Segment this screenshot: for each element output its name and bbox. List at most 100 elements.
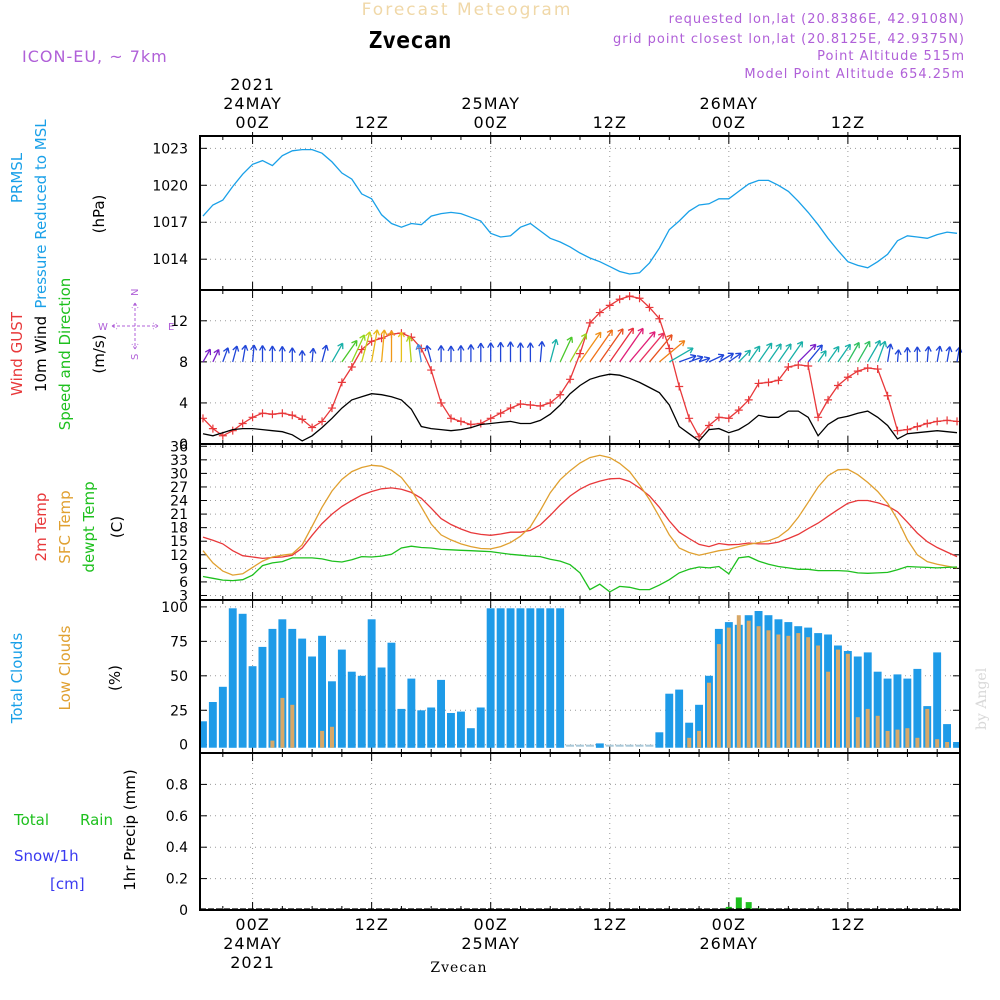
low-cloud-bar [746,620,751,748]
gust-marker [893,426,902,435]
ytick-label: 75 [170,634,188,650]
total-cloud-bar [586,744,594,747]
panel-label: SFC Temp [56,490,74,563]
gust-marker [476,419,485,428]
low-cloud-bar [875,715,880,748]
compass-e: E [168,322,174,333]
total-cloud-bar [447,713,455,748]
wind-arrow [258,345,267,362]
total-cloud-bar [546,608,555,748]
total-cloud-bar [278,619,287,748]
ytick-label: 6 [179,575,188,591]
gust-marker [665,344,674,353]
gust-marker [853,367,862,376]
low-cloud-bar [885,730,890,748]
info-model-altitude: Model Point Altitude 654.25m [744,67,965,82]
wind-arrow [748,345,761,363]
total-cloud-bar [328,681,336,748]
gust-marker [903,425,912,434]
wind-arrow [405,335,414,362]
total-cloud-bar [685,722,694,748]
gust-marker [645,303,654,312]
low-cloud-bar [855,717,860,748]
total-cloud-bar [308,656,316,748]
wind-arrow [212,348,220,363]
low-cloud-bar [270,740,275,748]
gust-marker [337,378,346,387]
gust-marker [526,400,535,409]
total-cloud-bar [228,608,237,748]
wind-arrow [738,349,752,363]
wind-arrow [415,343,423,363]
compass-w: W [98,322,108,333]
wind-arrow [497,341,505,362]
compass-lines [111,302,159,350]
compass-icon: W E N S [98,289,174,360]
total-cloud-bar [437,679,445,748]
low-cloud-bar [320,730,325,748]
total-cloud-bar [536,608,545,748]
gust-marker [486,414,495,423]
gust-marker [238,419,247,428]
ytick-label: 15 [170,534,188,550]
gust-marker [615,295,624,304]
gust-marker [724,414,733,423]
panel-clouds: 0 25 50 75 100 Total Clouds Low Clouds (%) [8,599,961,754]
gust-marker [327,404,336,413]
total-cloud-bar [933,652,942,748]
wind-arrow [668,347,694,363]
gust-marker [744,395,753,404]
total-cloud-bar [427,707,436,748]
panel-pressure: 1014 1017 1020 1023 PRMSL Pressure Reduced to… [8,119,961,309]
panel-label: Pressure Reduced to MSL [32,119,50,309]
precip-label-rain: Rain [80,811,113,829]
time-label-top: 00Z [474,113,508,132]
time-label-top: 12Z [354,113,388,132]
wind-arrow [797,343,817,363]
gust-marker [208,424,217,433]
ytick-label: 1020 [152,178,188,194]
gust-marker [585,318,594,327]
total-cloud-bar [863,652,872,748]
info-gridpoint: grid point closest lon,lat (20.8125E, 42… [613,32,965,47]
time-label-bottom: 12Z [354,915,388,934]
total-cloud-bar [566,744,574,747]
wind-arrow [945,346,953,363]
gust-marker [873,365,882,374]
total-cloud-bar [615,744,624,747]
wind-arrow [787,341,804,363]
time-label-bottom: 12Z [593,915,627,934]
ytick-label: 18 [170,521,188,537]
wind-arrow [298,350,306,362]
wind-arrow [619,327,644,363]
panel-label: Total Clouds [8,633,26,725]
wind-arrow [589,329,613,363]
ytick-label: 0.8 [166,777,188,793]
series-line-sfc [202,454,958,576]
low-cloud-bar [845,653,850,748]
wind-arrow [268,345,276,362]
wind-arrow [698,356,711,363]
rain-bar [745,902,752,910]
series-line-dewpt [202,545,958,593]
wind-arrow [437,345,445,362]
total-cloud-bar [407,678,416,748]
wind-arrow [718,352,735,363]
total-cloud-bar [238,613,247,748]
ytick-label: 1017 [152,215,188,231]
low-cloud-bar [290,704,295,748]
total-cloud-bar [625,744,634,747]
gust-marker [427,366,436,375]
wind-arrow [250,344,258,362]
gust-marker [913,422,922,431]
total-cloud-bar [298,638,307,748]
total-cloud-bar [695,704,703,748]
wind-arrow [894,349,902,362]
wind-arrow [288,347,296,362]
wind-arrow [708,353,725,363]
gust-marker [437,398,446,407]
total-cloud-bar [665,693,674,748]
ytick-label: 12 [170,314,188,330]
